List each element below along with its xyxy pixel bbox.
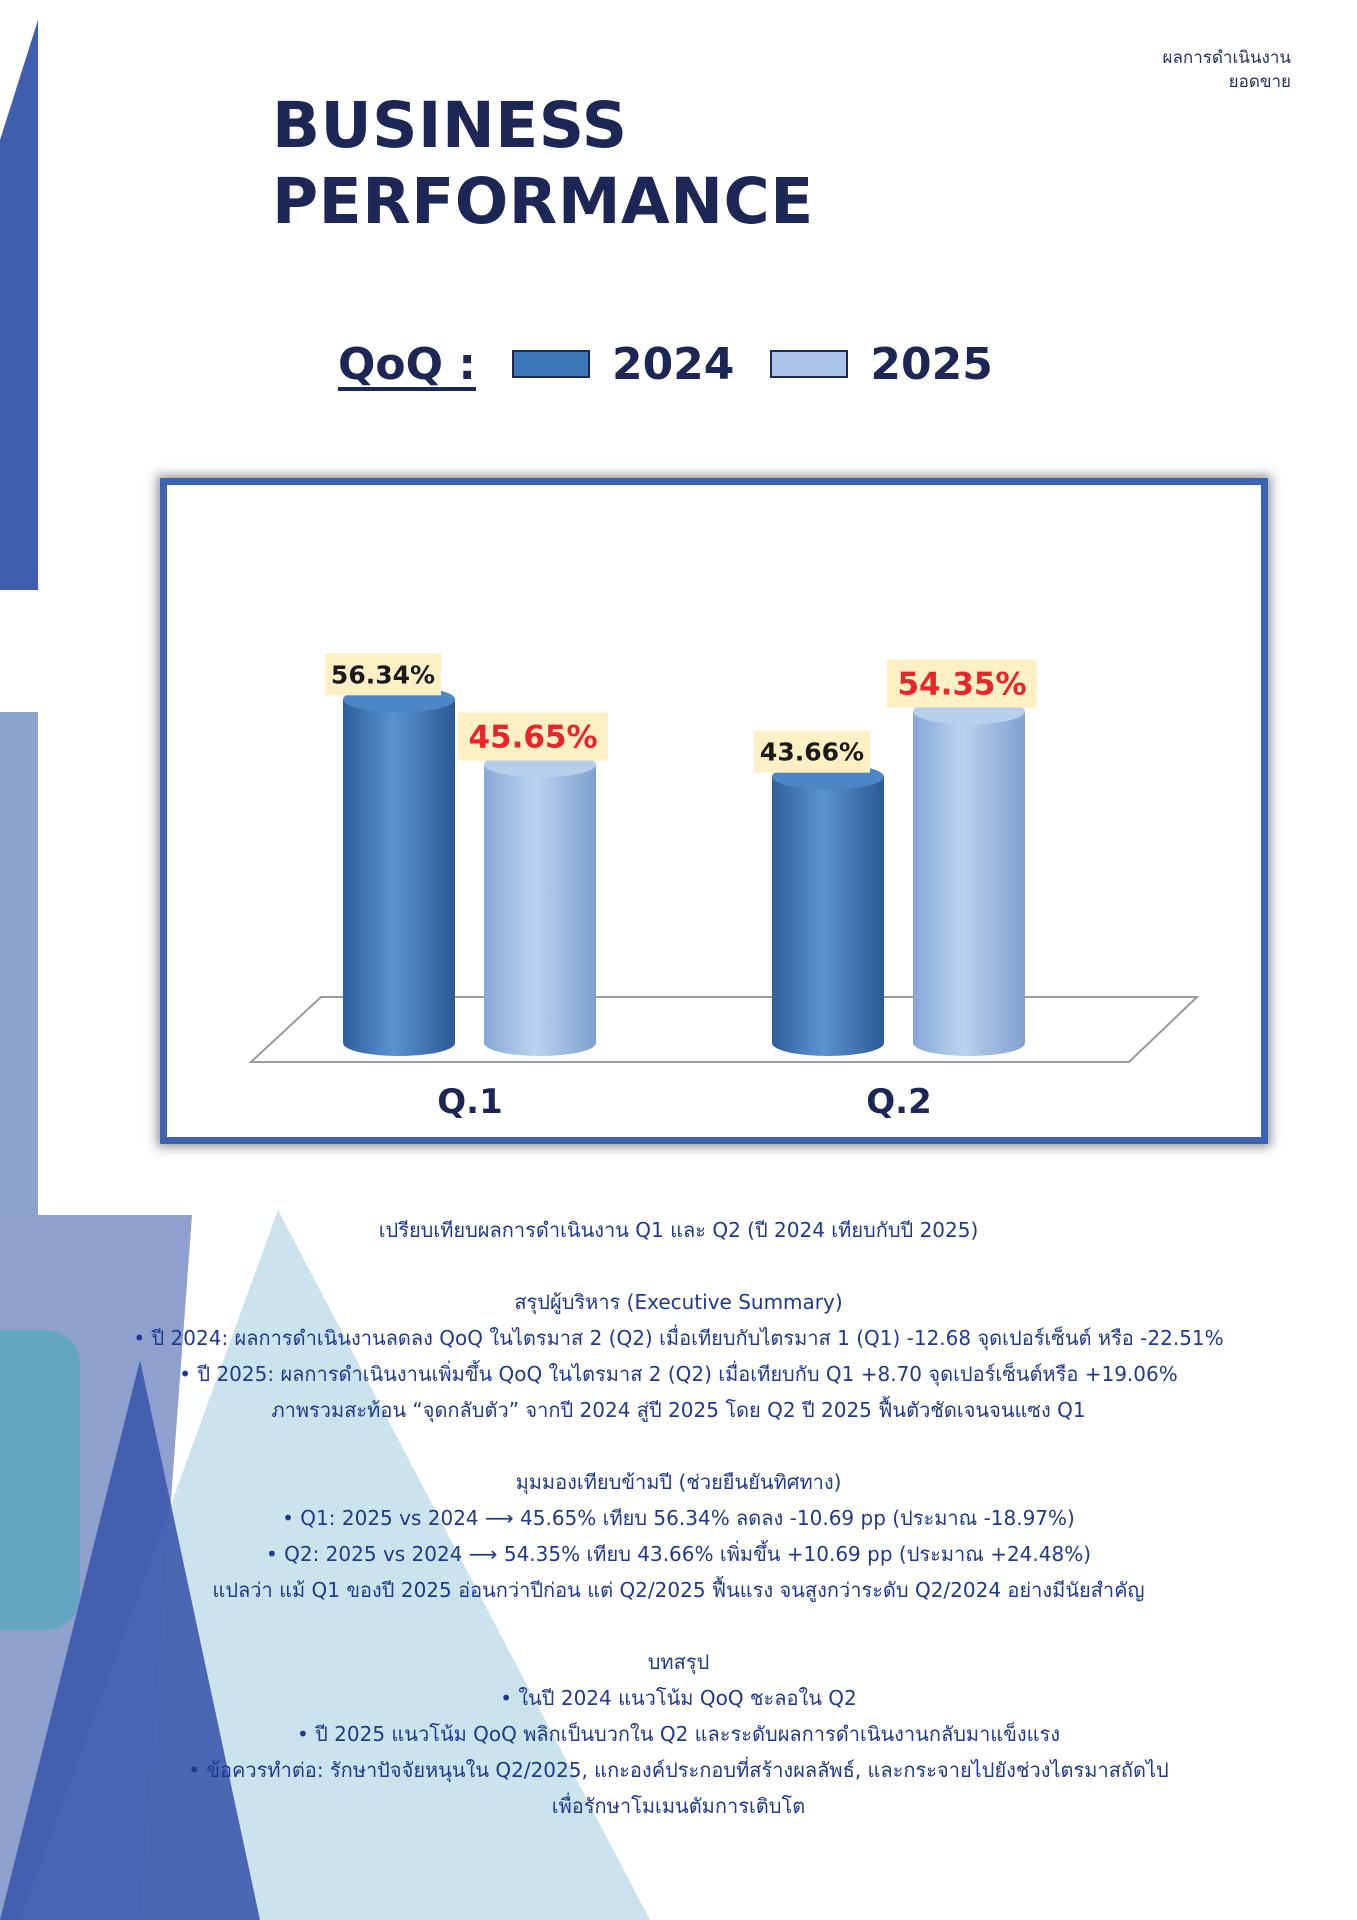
header-section-label: ผลการดำเนินงาน ยอดขาย (1163, 46, 1291, 94)
bar-Q.1-2024 (343, 699, 455, 1056)
summary-heading: สรุปผู้บริหาร (Executive Summary) (514, 1290, 843, 1314)
data-label-Q.2-2025: 54.35% (897, 666, 1026, 702)
legend-label-2024: 2024 (611, 338, 735, 390)
chart-legend: QoQ : 2024 2025 (338, 334, 1029, 394)
legend-swatch-2025 (770, 350, 849, 378)
header-line-2: ยอดขาย (1228, 72, 1291, 92)
left-blue-band (0, 140, 38, 590)
chart-frame: 56.34% 45.65% Q.1 43.66% 54.35% Q.2 (160, 478, 1268, 1144)
data-label-box-Q.1-2024 (325, 653, 441, 696)
bar-Q.2-2025 (913, 711, 1025, 1056)
summary-point-2: • ปี 2025: ผลการดำเนินงานเพิ่มขึ้น QoQ ใ… (179, 1362, 1178, 1386)
bar-Q.2-2024 (772, 776, 884, 1056)
legend-label-2025: 2025 (870, 338, 993, 390)
teal-rounded-block (0, 1330, 80, 1630)
data-label-box-Q.2-2024 (754, 730, 870, 773)
title-line-1: BUSINESS (272, 89, 628, 162)
category-label-Q.1: Q.1 (437, 1082, 502, 1122)
conclusion-point-2: • ปี 2025 แนวโน้ม QoQ พลิกเป็นบวกใน Q2 แ… (296, 1722, 1061, 1746)
summary-point-3: ภาพรวมสะท้อน “จุดกลับตัว” จากปี 2024 สู่… (271, 1398, 1086, 1422)
summary-point-1: • ปี 2024: ผลการดำเนินงานลดลง QoQ ในไตรม… (133, 1326, 1224, 1350)
conclusion-heading: บทสรุป (647, 1650, 710, 1674)
page-title: BUSINESS PERFORMANCE (272, 88, 814, 240)
data-label-Q.1-2024: 56.34% (331, 660, 435, 689)
conclusion-point-1: • ในปี 2024 แนวโน้ม QoQ ชะลอใน Q2 (500, 1686, 857, 1710)
conclusion-point-4: เพื่อรักษาโมเมนตัมการเติบโต (551, 1794, 806, 1818)
data-label-Q.1-2025: 45.65% (468, 720, 597, 756)
category-label-Q.2: Q.2 (866, 1082, 931, 1122)
left-notch (0, 20, 38, 140)
legend-prefix: QoQ : (338, 338, 476, 390)
data-label-box-Q.1-2025 (458, 712, 608, 761)
data-label-box-Q.2-2025 (887, 659, 1037, 708)
yoy-point-1: • Q1: 2025 vs 2024 ⟶ 45.65% เทียบ 56.34%… (282, 1506, 1075, 1530)
bar-Q.1-2025 (484, 764, 596, 1056)
yoy-point-2: • Q2: 2025 vs 2024 ⟶ 54.35% เทียบ 43.66%… (265, 1542, 1092, 1566)
yoy-point-3: แปลว่า แม้ Q1 ของปี 2025 อ่อนกว่าปีก่อน … (212, 1578, 1145, 1602)
conclusion-point-3: • ข้อควรทำต่อ: รักษาปัจจัยหนุนใน Q2/2025… (188, 1758, 1169, 1782)
blue-triangle (0, 1360, 260, 1920)
title-line-2: PERFORMANCE (272, 165, 814, 238)
header-line-1: ผลการดำเนินงาน (1162, 48, 1291, 68)
chart-caption: เปรียบเทียบผลการดำเนินงาน Q1 และ Q2 (ปี … (378, 1218, 979, 1242)
bar-chart: 56.34% 45.65% Q.1 43.66% 54.35% Q.2 (248, 653, 1200, 1122)
legend-swatch-2024 (511, 350, 590, 378)
summary-text: เปรียบเทียบผลการดำเนินงาน Q1 และ Q2 (ปี … (40, 1212, 1317, 1824)
yoy-heading: มุมมองเทียบข้ามปี (ช่วยยืนยันทิศทาง) (515, 1470, 842, 1494)
data-label-Q.2-2024: 43.66% (760, 738, 864, 767)
